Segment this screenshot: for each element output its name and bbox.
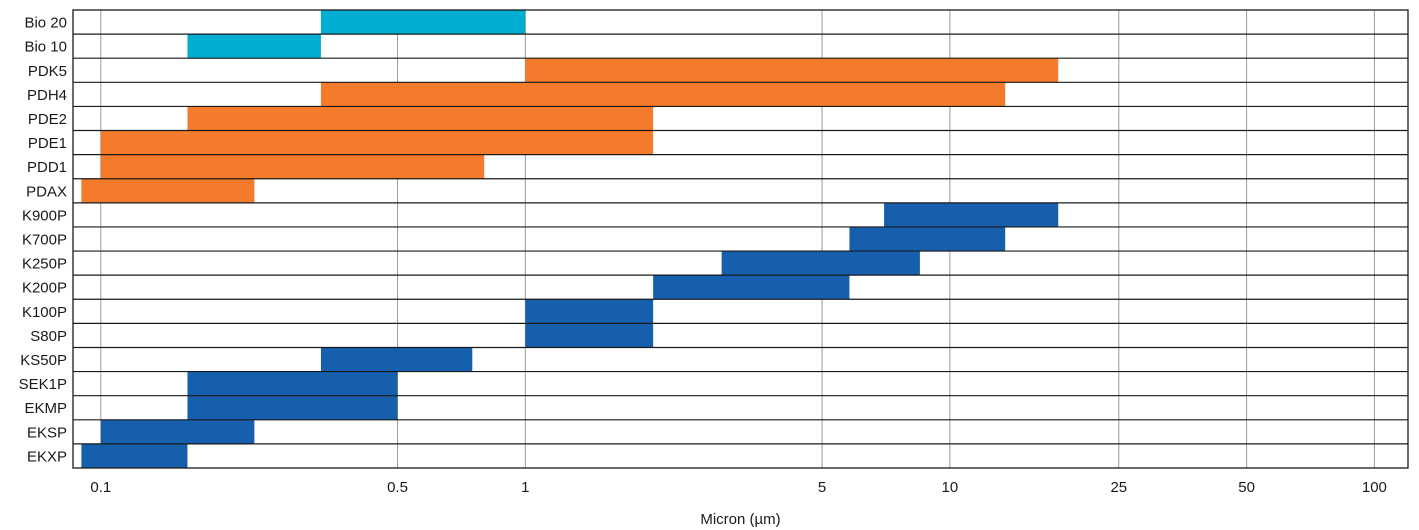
row-label-k700p: K700P bbox=[22, 232, 67, 249]
range-bar-eksp bbox=[100, 419, 255, 444]
range-bar-pde1 bbox=[100, 130, 654, 155]
row-labels: Bio 20 Bio 10 PDK5 PDH4 PDE2 PDE1 PDD1 PDAX K900… bbox=[19, 15, 67, 466]
row-label-k250p: K250P bbox=[22, 256, 67, 273]
x-tick-label-1: 1 bbox=[521, 479, 529, 496]
range-bar-k200p bbox=[653, 275, 850, 300]
x-tick-label-50: 50 bbox=[1238, 479, 1255, 496]
x-tick-label-10: 10 bbox=[942, 479, 959, 496]
row-label-eksp: EKSP bbox=[27, 424, 67, 441]
row-label-sek1p: SEK1P bbox=[19, 376, 67, 393]
row-label-pde1: PDE1 bbox=[28, 135, 67, 152]
x-tick-labels: 0.1 0.5 1 5 10 25 50 100 bbox=[90, 479, 1387, 496]
row-label-pdk5: PDK5 bbox=[28, 63, 67, 80]
row-label-ekmp: EKMP bbox=[24, 400, 67, 417]
range-bar-sek1p bbox=[187, 371, 398, 396]
range-bar-bio-20 bbox=[320, 10, 526, 35]
row-separators bbox=[73, 33, 1408, 445]
range-bar-ks50p bbox=[320, 347, 473, 372]
row-label-ekxp: EKXP bbox=[27, 448, 67, 465]
x-tick-label-100: 100 bbox=[1362, 479, 1387, 496]
row-label-pdh4: PDH4 bbox=[27, 87, 67, 104]
range-bar-bio-10 bbox=[187, 34, 321, 59]
row-label-pdax: PDAX bbox=[26, 183, 67, 200]
row-label-bio-10: Bio 10 bbox=[24, 39, 67, 56]
row-label-ks50p: KS50P bbox=[20, 352, 67, 369]
range-bar-k700p bbox=[849, 226, 1006, 252]
range-bars bbox=[81, 10, 1059, 468]
range-bar-k900p bbox=[884, 202, 1059, 227]
row-label-s80p: S80P bbox=[30, 328, 67, 345]
range-bar-k100p bbox=[525, 299, 654, 324]
range-bar-pdh4 bbox=[320, 82, 1006, 107]
row-label-pdd1: PDD1 bbox=[27, 159, 67, 176]
row-label-k900p: K900P bbox=[22, 207, 67, 224]
row-label-bio-20: Bio 20 bbox=[24, 15, 67, 32]
row-label-k100p: K100P bbox=[22, 304, 67, 321]
plot-frame bbox=[72, 9, 1409, 469]
range-bar-pdax bbox=[81, 178, 255, 203]
x-tick-label-0.1: 0.1 bbox=[90, 479, 111, 496]
range-bar-pde2 bbox=[187, 106, 654, 131]
x-tick-label-0.5: 0.5 bbox=[387, 479, 408, 496]
range-bar-s80p bbox=[525, 323, 654, 348]
range-bar-ekmp bbox=[187, 395, 398, 420]
x-axis-title: Micron (µm) bbox=[700, 511, 780, 528]
range-bar-pdd1 bbox=[100, 154, 485, 179]
range-bar-k250p bbox=[721, 251, 920, 276]
row-label-k200p: K200P bbox=[22, 280, 67, 297]
range-bar-pdk5 bbox=[525, 58, 1059, 83]
x-tick-label-5: 5 bbox=[818, 479, 826, 496]
row-label-pde2: PDE2 bbox=[28, 111, 67, 128]
x-tick-label-25: 25 bbox=[1110, 479, 1127, 496]
range-bar-ekxp bbox=[81, 443, 188, 468]
